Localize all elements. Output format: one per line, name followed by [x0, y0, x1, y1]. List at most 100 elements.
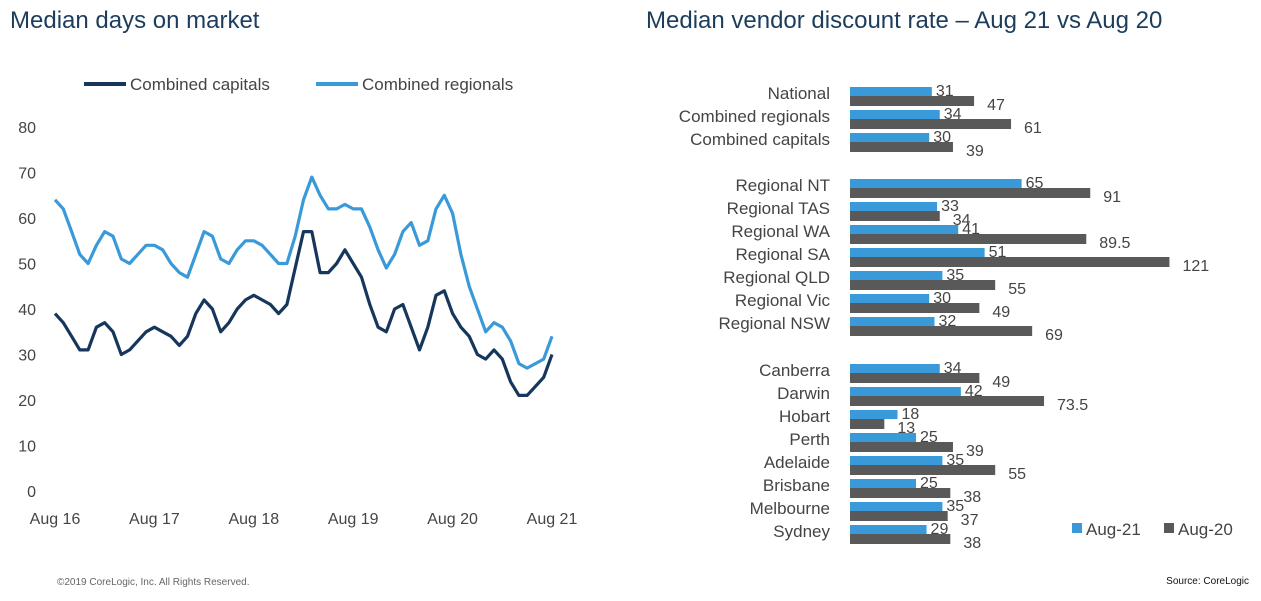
- bar-category-label: Hobart: [779, 407, 830, 426]
- source-note: Source: CoreLogic: [1166, 576, 1249, 587]
- bar-aug21: [850, 225, 959, 234]
- bar-aug21: [850, 271, 943, 280]
- bar-aug21: [850, 387, 961, 396]
- y-tick-label: 40: [18, 302, 36, 319]
- legend-label-capitals: Combined capitals: [130, 75, 270, 94]
- bar-aug20: [850, 442, 953, 452]
- bar-aug21-value: 35: [946, 267, 964, 284]
- bar-category-label: National: [768, 84, 830, 103]
- discount-rate-chart: National 31 47 Combined regionals 34 61 Combin…: [679, 83, 1233, 552]
- discount-rate-title: Median vendor discount rate – Aug 21 vs …: [646, 7, 1163, 34]
- bar-aug20: [850, 396, 1045, 406]
- bar-aug20-value: 49: [992, 374, 1010, 391]
- bar-aug21-value: 33: [941, 198, 959, 215]
- bar-aug21: [850, 179, 1022, 188]
- bar-aug21: [850, 202, 938, 211]
- bar-aug20-value: 37: [961, 512, 979, 529]
- bar-aug21-value: 51: [989, 244, 1007, 261]
- bar-aug20-value: 34: [953, 212, 971, 229]
- bar-aug21: [850, 456, 943, 465]
- bar-category-label: Brisbane: [763, 476, 830, 495]
- bar-category-label: Perth: [789, 430, 830, 449]
- bar-aug20-value: 121: [1182, 258, 1209, 275]
- bar-aug21-value: 25: [920, 475, 938, 492]
- bar-aug21-value: 35: [946, 452, 964, 469]
- bar-aug21-value: 31: [936, 83, 954, 100]
- legend-swatch-aug21: [1072, 523, 1082, 533]
- bar-category-label: Canberra: [759, 361, 830, 380]
- legend-swatch-aug20: [1164, 523, 1174, 533]
- series-line-regionals: [53, 175, 554, 370]
- bar-category-label: Regional TAS: [727, 199, 830, 218]
- bar-category-label: Combined capitals: [690, 130, 830, 149]
- bar-category-label: Regional NT: [736, 176, 831, 195]
- y-tick-label: 60: [18, 211, 36, 228]
- bar-aug20-value: 13: [897, 420, 915, 437]
- bar-aug20: [850, 419, 885, 429]
- bar-aug21: [850, 410, 898, 419]
- bar-category-label: Darwin: [777, 384, 830, 403]
- bar-aug20: [850, 280, 996, 290]
- y-tick-label: 30: [18, 348, 36, 365]
- bar-aug20: [850, 188, 1091, 198]
- x-tick-label: Aug 16: [30, 511, 81, 528]
- bar-category-label: Regional SA: [735, 245, 830, 264]
- bar-aug20: [850, 326, 1033, 336]
- bar-aug21-value: 30: [933, 129, 951, 146]
- bar-aug20-value: 39: [966, 443, 984, 460]
- bar-aug20: [850, 96, 975, 106]
- bar-aug20-value: 47: [987, 97, 1005, 114]
- days-on-market-title: Median days on market: [10, 7, 260, 34]
- bar-aug20-value: 49: [992, 304, 1010, 321]
- bar-aug21: [850, 248, 985, 257]
- bar-aug20: [850, 465, 996, 475]
- bar-aug20-value: 55: [1008, 466, 1026, 483]
- bar-aug21-value: 30: [933, 290, 951, 307]
- bar-aug20-value: 55: [1008, 281, 1026, 298]
- bar-aug20-value: 69: [1045, 327, 1063, 344]
- days-on-market-chart: 0 10 20 30 40 50 60 70 80 Aug 16 Aug 17 Aug 18 Aug 1…: [18, 75, 577, 528]
- bar-category-label: Regional WA: [731, 222, 830, 241]
- bar-aug21: [850, 87, 932, 96]
- bar-aug21-value: 65: [1026, 175, 1044, 192]
- bar-aug20-value: 73.5: [1057, 397, 1088, 414]
- bar-aug20: [850, 142, 953, 152]
- bar-category-label: Regional NSW: [719, 314, 831, 333]
- x-tick-label: Aug 17: [129, 511, 180, 528]
- x-tick-label: Aug 18: [228, 511, 279, 528]
- bar-aug20: [850, 234, 1087, 244]
- bar-aug20-value: 61: [1024, 120, 1042, 137]
- bar-aug21: [850, 110, 940, 119]
- bar-aug20: [850, 373, 980, 383]
- bar-aug20: [850, 119, 1012, 129]
- bar-aug21: [850, 317, 935, 326]
- bar-aug21-value: 35: [946, 498, 964, 515]
- bar-aug21: [850, 294, 930, 303]
- bar-aug20: [850, 488, 951, 498]
- bar-category-label: Combined regionals: [679, 107, 830, 126]
- bar-aug21: [850, 133, 930, 142]
- bar-aug21: [850, 525, 927, 534]
- legend-label-aug20: Aug-20: [1178, 520, 1233, 539]
- y-tick-label: 20: [18, 393, 36, 410]
- bar-category-label: Regional QLD: [723, 268, 830, 287]
- bar-aug21: [850, 364, 940, 373]
- bar-aug21: [850, 502, 943, 511]
- bar-aug20-value: 89.5: [1099, 235, 1130, 252]
- bar-aug21-value: 29: [931, 521, 949, 538]
- bar-aug20: [850, 211, 940, 221]
- bar-aug20-value: 91: [1103, 189, 1121, 206]
- bar-aug20-value: 38: [963, 489, 981, 506]
- bar-aug21-value: 34: [944, 360, 962, 377]
- bar-aug21-value: 41: [962, 221, 980, 238]
- bar-category-label: Regional Vic: [735, 291, 831, 310]
- bar-aug21-value: 18: [902, 406, 920, 423]
- y-tick-label: 80: [18, 120, 36, 137]
- copyright-note: ©2019 CoreLogic, Inc. All Rights Reserve…: [57, 577, 250, 588]
- bar-category-label: Adelaide: [764, 453, 830, 472]
- y-tick-label: 10: [18, 439, 36, 456]
- y-tick-label: 0: [27, 484, 36, 501]
- bar-aug20-value: 38: [963, 535, 981, 552]
- x-tick-label: Aug 20: [427, 511, 478, 528]
